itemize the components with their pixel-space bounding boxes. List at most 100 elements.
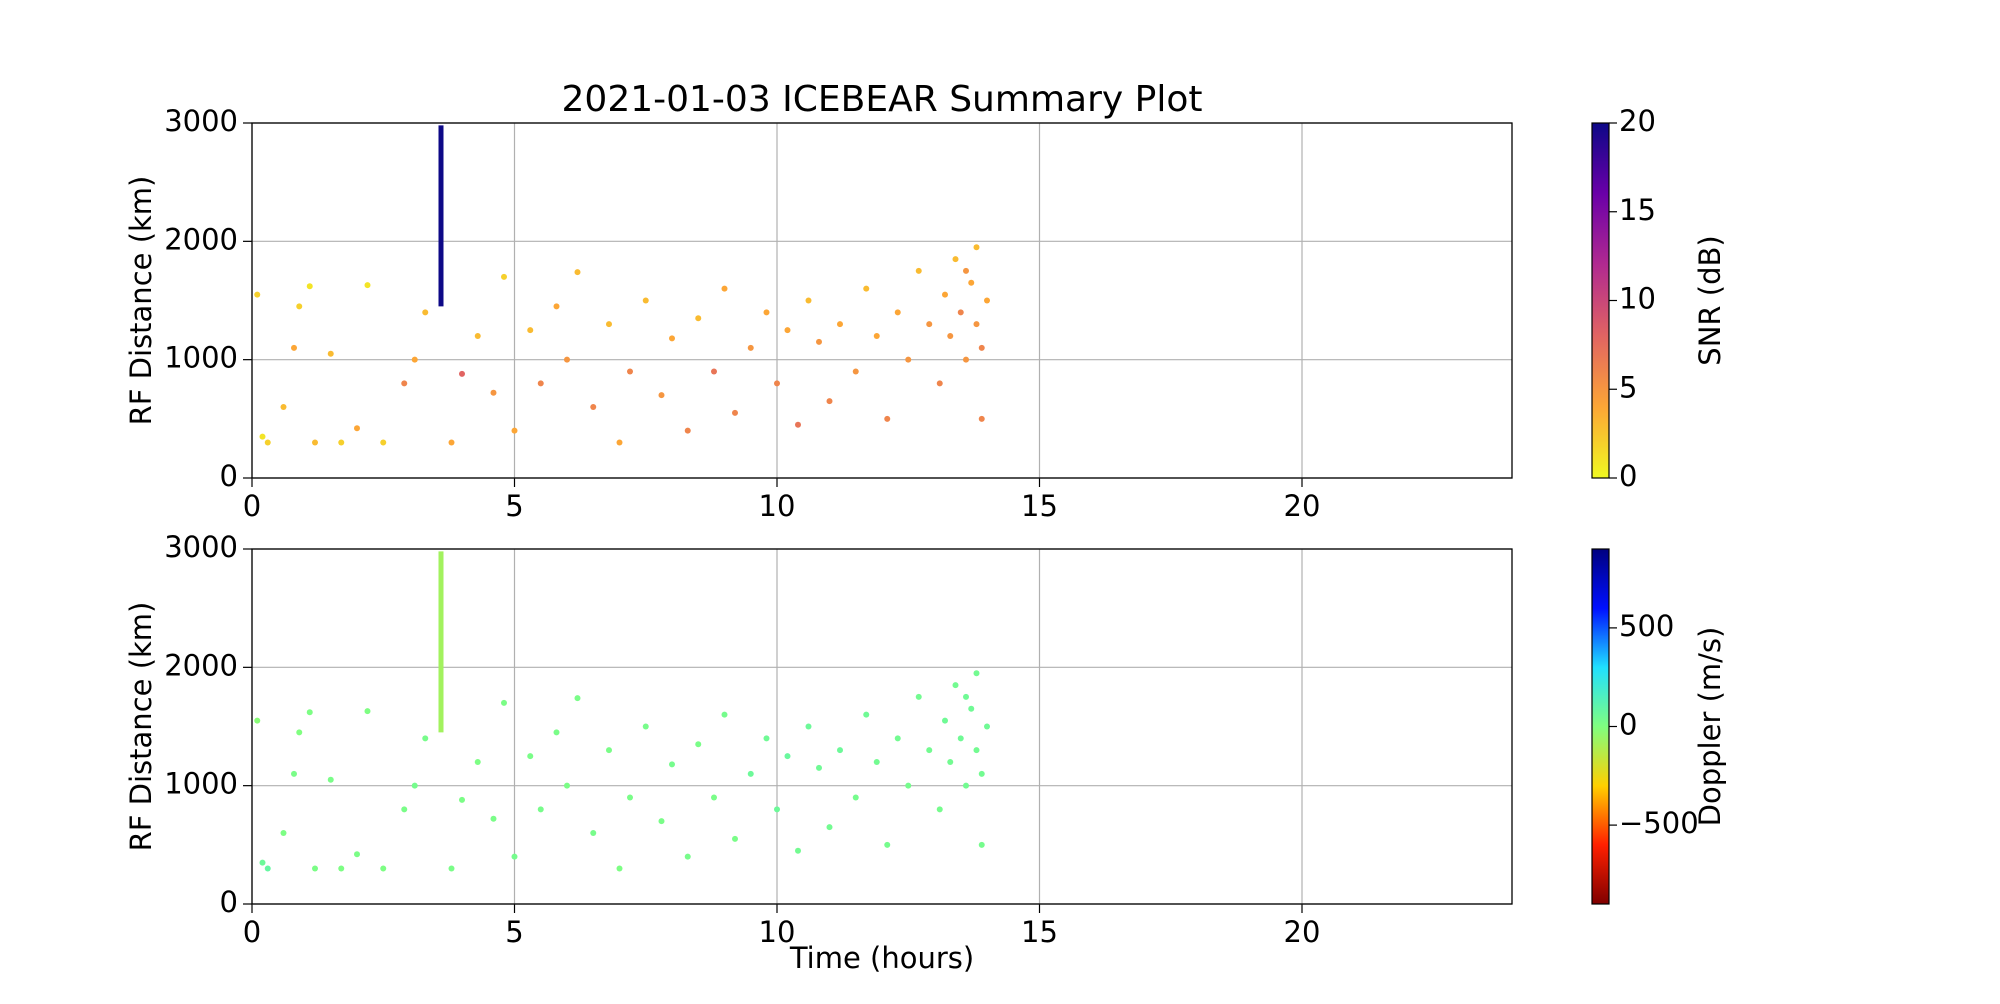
point xyxy=(978,344,985,351)
point xyxy=(296,729,303,736)
point xyxy=(957,735,964,742)
point xyxy=(422,309,429,316)
point xyxy=(721,285,728,292)
point xyxy=(658,392,665,399)
y-tick-label: 3000 xyxy=(164,104,238,138)
point xyxy=(963,267,969,274)
x-tick-label: 10 xyxy=(759,489,796,523)
point xyxy=(490,389,497,396)
x-tick-label: 10 xyxy=(759,915,796,949)
point xyxy=(747,344,754,351)
point xyxy=(354,851,360,858)
point xyxy=(291,344,297,351)
point xyxy=(952,682,959,689)
x-axis-label: Time (hours) xyxy=(789,941,974,975)
point xyxy=(884,415,891,422)
point xyxy=(606,321,612,328)
colorbar xyxy=(1591,548,1610,905)
point xyxy=(837,321,843,328)
point xyxy=(894,735,901,742)
point xyxy=(338,865,345,872)
point xyxy=(312,439,318,446)
point xyxy=(259,433,266,440)
y-axis-label: RF Distance (km) xyxy=(124,176,158,426)
point xyxy=(721,711,728,718)
point xyxy=(553,303,560,310)
point xyxy=(884,841,891,848)
point xyxy=(448,439,455,446)
point xyxy=(511,853,518,860)
point xyxy=(905,782,912,789)
point xyxy=(732,835,738,842)
point xyxy=(564,782,570,789)
point xyxy=(695,741,702,748)
point xyxy=(658,818,665,825)
point xyxy=(511,427,518,434)
point xyxy=(978,415,985,422)
point xyxy=(984,723,990,730)
point xyxy=(553,729,560,736)
point xyxy=(795,847,801,854)
point xyxy=(936,380,943,387)
point xyxy=(852,368,859,375)
point xyxy=(669,761,675,768)
point xyxy=(527,327,534,334)
point xyxy=(873,333,880,339)
x-tick-label: 15 xyxy=(1021,915,1058,949)
point xyxy=(826,398,833,405)
point xyxy=(459,796,465,803)
point xyxy=(459,370,465,377)
point xyxy=(873,759,880,765)
colorbar-tick-label: 500 xyxy=(1619,609,1674,643)
point xyxy=(963,693,969,700)
point xyxy=(952,256,959,263)
y-tick-label: 0 xyxy=(220,885,238,919)
point xyxy=(642,723,649,730)
point xyxy=(936,806,943,813)
colorbar-tick-label: 15 xyxy=(1619,193,1656,227)
point xyxy=(254,291,261,298)
point xyxy=(312,865,318,872)
y-tick-label: 2000 xyxy=(164,648,238,682)
point xyxy=(354,425,360,432)
point xyxy=(968,279,975,286)
point xyxy=(973,747,980,754)
x-tick-label: 0 xyxy=(243,489,261,523)
point xyxy=(984,297,990,304)
point xyxy=(364,282,371,289)
x-tick-label: 0 xyxy=(243,915,261,949)
y-tick-label: 2000 xyxy=(164,222,238,256)
point xyxy=(774,380,780,387)
point xyxy=(747,770,754,777)
colorbar-tick-label: 10 xyxy=(1619,282,1656,316)
point xyxy=(816,338,822,345)
point xyxy=(422,735,429,742)
colorbar-label: SNR (dB) xyxy=(1693,235,1727,365)
point xyxy=(327,350,334,357)
point xyxy=(574,695,581,702)
point xyxy=(448,865,455,872)
point xyxy=(280,830,287,836)
point xyxy=(732,409,738,416)
y-axis-label: RF Distance (km) xyxy=(124,602,158,852)
x-tick-label: 20 xyxy=(1284,489,1321,523)
point xyxy=(380,439,387,446)
point xyxy=(947,333,954,339)
point xyxy=(627,368,633,375)
point xyxy=(695,315,702,322)
point xyxy=(894,309,901,316)
point xyxy=(254,717,261,724)
point xyxy=(852,794,859,801)
point xyxy=(306,709,313,716)
y-tick-label: 1000 xyxy=(164,341,238,375)
point xyxy=(774,806,780,813)
point xyxy=(795,421,801,428)
point xyxy=(915,693,922,700)
point xyxy=(474,759,481,765)
point xyxy=(684,427,691,434)
point xyxy=(264,439,271,446)
x-tick-label: 15 xyxy=(1021,489,1058,523)
chart-title: 2021-01-03 ICEBEAR Summary Plot xyxy=(562,79,1203,120)
point xyxy=(590,404,597,410)
